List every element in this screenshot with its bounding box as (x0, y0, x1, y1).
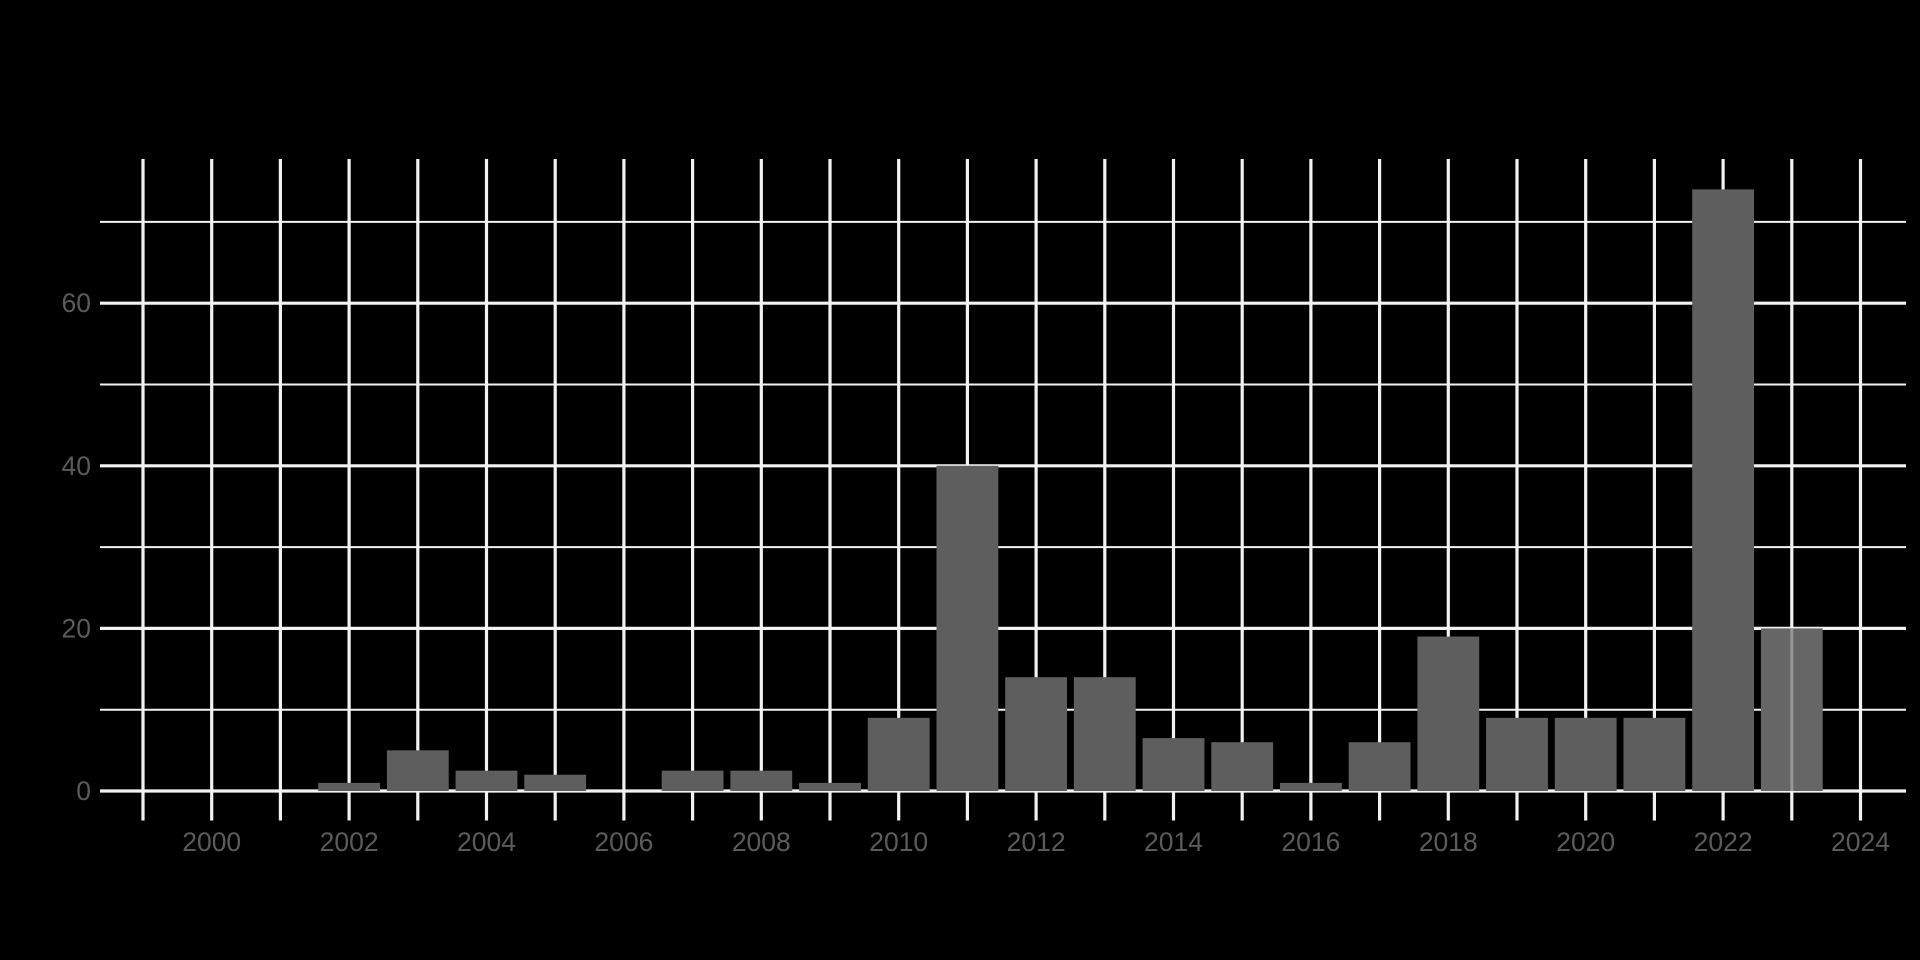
svg-text:2000: 2000 (182, 827, 241, 857)
svg-text:2002: 2002 (320, 827, 379, 857)
svg-text:2006: 2006 (594, 827, 653, 857)
svg-text:2024: 2024 (1831, 827, 1890, 857)
svg-text:2012: 2012 (1007, 827, 1066, 857)
svg-text:2004: 2004 (457, 827, 516, 857)
svg-text:60: 60 (62, 288, 91, 318)
svg-text:2010: 2010 (869, 827, 928, 857)
svg-text:2008: 2008 (732, 827, 791, 857)
svg-text:40: 40 (62, 451, 91, 481)
svg-text:2022: 2022 (1694, 827, 1753, 857)
svg-text:0: 0 (76, 776, 91, 806)
svg-text:2018: 2018 (1419, 827, 1478, 857)
svg-text:2016: 2016 (1281, 827, 1340, 857)
svg-text:20: 20 (62, 613, 91, 643)
svg-text:2020: 2020 (1556, 827, 1615, 857)
svg-text:2014: 2014 (1144, 827, 1203, 857)
